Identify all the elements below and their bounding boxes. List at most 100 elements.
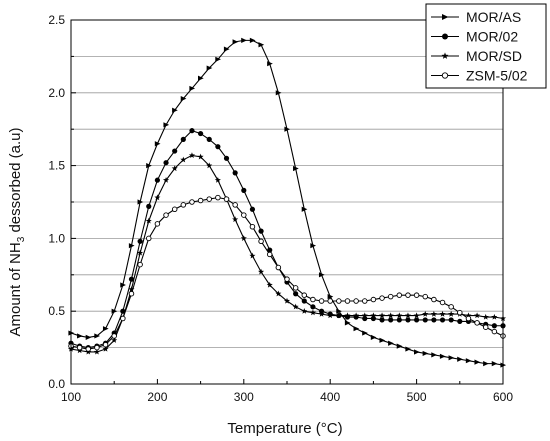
data-point (293, 291, 299, 297)
data-point (241, 187, 247, 193)
data-point (482, 313, 489, 320)
data-point (172, 148, 178, 154)
data-point (465, 358, 472, 364)
data-point (215, 194, 221, 201)
data-point (431, 317, 437, 323)
data-point (180, 136, 186, 142)
data-point (267, 61, 273, 67)
data-point (249, 224, 256, 230)
legend-item: MOR/02 (431, 29, 518, 45)
data-point (474, 320, 480, 326)
data-point (431, 296, 437, 303)
data-point (240, 235, 247, 241)
data-point (163, 160, 169, 166)
y-tick-label: 0.0 (48, 377, 65, 391)
data-point (275, 90, 282, 96)
data-point (465, 312, 472, 319)
y-axis-title-main: Amount of NH (7, 242, 24, 336)
data-point (189, 199, 195, 205)
data-point (396, 292, 403, 298)
data-point (310, 304, 316, 310)
data-point (171, 206, 178, 213)
data-point (171, 165, 178, 172)
data-point (379, 317, 385, 323)
data-point (413, 292, 420, 298)
data-point (442, 14, 449, 20)
data-point (327, 312, 334, 319)
data-point (154, 194, 161, 201)
data-point (284, 276, 290, 282)
data-point (422, 317, 428, 323)
data-point (439, 353, 446, 359)
data-point (154, 177, 160, 183)
legend-label: MOR/02 (466, 29, 518, 45)
data-point (146, 203, 152, 209)
data-point (128, 290, 135, 297)
data-point (457, 318, 463, 324)
data-point (422, 350, 429, 357)
data-point (180, 202, 187, 208)
legend-item: ZSM-5/02 (431, 68, 528, 84)
data-point (223, 196, 230, 202)
data-point (422, 293, 428, 300)
data-point (387, 293, 394, 300)
data-point (441, 52, 449, 59)
data-point (102, 341, 109, 348)
data-point (491, 361, 498, 367)
data-point (448, 310, 455, 317)
data-point (344, 298, 351, 304)
data-point (442, 33, 448, 40)
data-point (163, 212, 169, 218)
data-point (232, 216, 239, 223)
data-point (430, 310, 437, 317)
data-point (215, 56, 221, 62)
data-point (413, 312, 420, 319)
legend-item: MOR/SD (431, 48, 522, 64)
y-tick-label: 2.5 (48, 13, 65, 27)
data-point (146, 235, 152, 242)
data-point (387, 312, 394, 319)
data-point (284, 126, 291, 132)
data-point (370, 334, 377, 341)
data-point (474, 359, 481, 365)
data-point (94, 333, 101, 339)
data-point (172, 107, 178, 113)
data-point (336, 298, 342, 304)
data-point (388, 317, 394, 323)
data-point (370, 296, 377, 303)
series-3 (67, 152, 507, 355)
data-point (232, 39, 239, 45)
data-point (206, 136, 212, 142)
data-point (198, 75, 204, 81)
series-2 (68, 128, 506, 351)
data-point (249, 252, 256, 259)
data-point (379, 337, 386, 343)
data-point (353, 326, 360, 332)
data-point (188, 152, 195, 158)
legend: MOR/AS MOR/02 MOR/SD ZSM-5/02 (425, 3, 547, 89)
y-tick-label: 0.5 (48, 304, 65, 318)
data-point (301, 206, 308, 212)
data-point (154, 141, 161, 147)
data-point (128, 276, 135, 282)
data-point (318, 272, 325, 278)
data-point (198, 130, 204, 137)
data-point (457, 356, 463, 362)
data-point (154, 221, 161, 227)
series-4 (68, 194, 506, 352)
x-tick-label: 500 (407, 390, 427, 404)
data-point (128, 286, 135, 292)
data-point (292, 303, 299, 310)
data-point (327, 294, 334, 300)
data-point (379, 295, 385, 301)
data-point (491, 328, 498, 335)
series-line (70, 130, 503, 349)
data-point (120, 282, 126, 288)
data-point (301, 298, 307, 304)
legend-label: MOR/AS (466, 9, 521, 25)
data-point (275, 264, 282, 271)
y-axis-title-rest: dessorbed (a.u) (7, 127, 24, 236)
data-point (241, 212, 247, 218)
data-point (344, 320, 351, 326)
